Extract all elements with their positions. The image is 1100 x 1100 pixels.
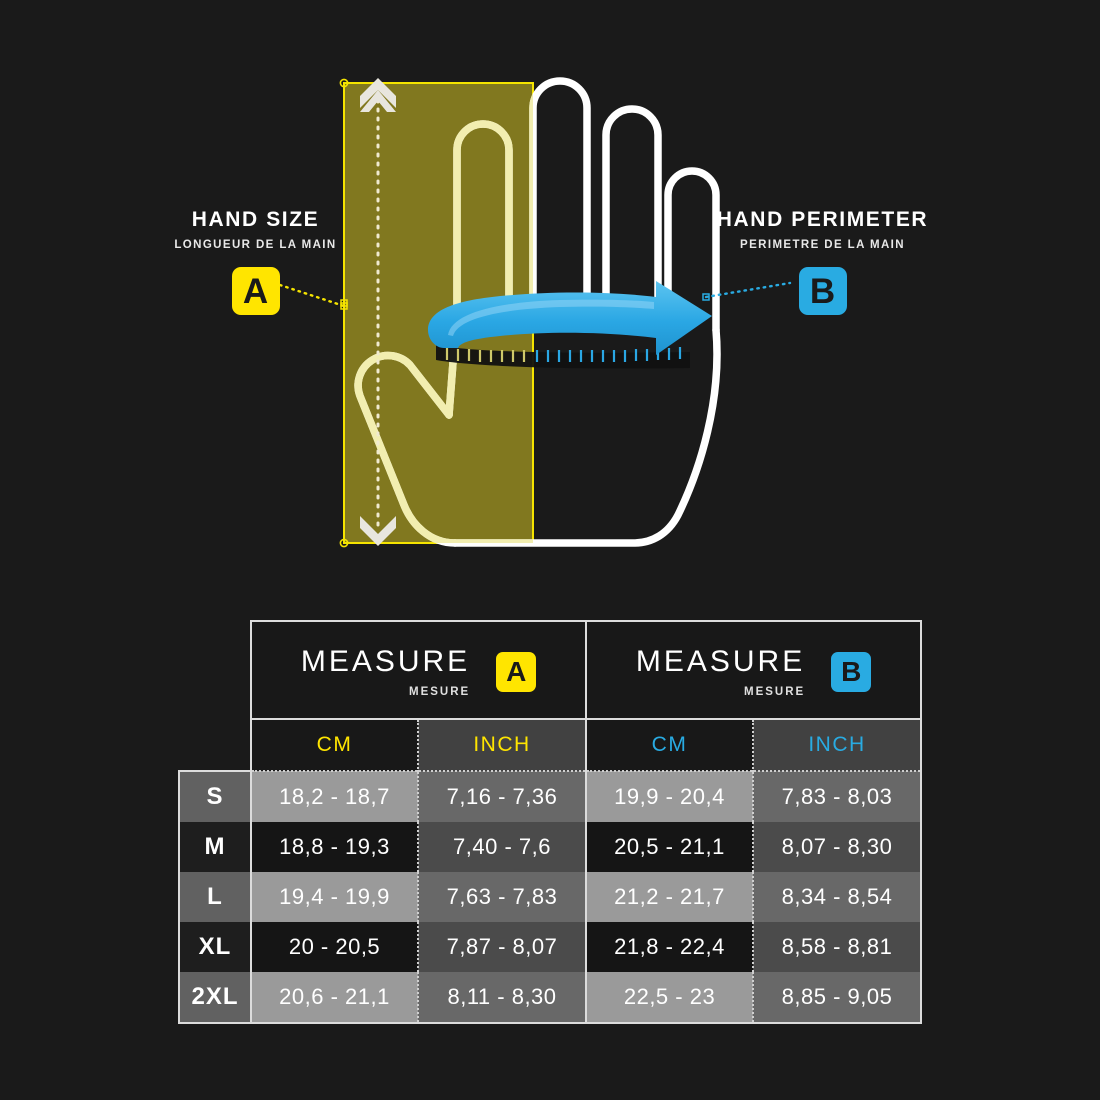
size-label: S bbox=[178, 770, 252, 822]
size-label: M bbox=[178, 822, 252, 872]
cell-b-cm: 22,5 - 23 bbox=[586, 972, 754, 1024]
unit-header-a-inch: INCH bbox=[416, 719, 588, 771]
measure-b-subtitle: MESURE bbox=[744, 685, 806, 698]
cell-b-inch: 8,07 - 8,30 bbox=[752, 822, 923, 872]
perimeter-arrow-icon bbox=[428, 281, 712, 355]
measure-arrow-up-icon bbox=[360, 90, 396, 112]
cell-a-inch: 7,63 - 7,83 bbox=[416, 872, 588, 922]
size-chart-table-wrapper: MEASURE MESURE A MEASURE MESURE B bbox=[178, 620, 923, 1024]
hand-diagram-svg bbox=[278, 77, 792, 548]
cell-a-inch: 7,40 - 7,6 bbox=[416, 822, 588, 872]
measure-group-a-header: MEASURE MESURE A bbox=[249, 620, 588, 720]
cell-b-inch: 8,34 - 8,54 bbox=[752, 872, 923, 922]
cell-b-inch: 8,85 - 9,05 bbox=[752, 972, 923, 1024]
cell-a-cm: 18,2 - 18,7 bbox=[250, 770, 418, 822]
table-row: L 19,4 - 19,9 7,63 - 7,83 21,2 - 21,7 8,… bbox=[178, 872, 923, 922]
cell-a-cm: 18,8 - 19,3 bbox=[250, 822, 418, 872]
unit-header-a-cm: CM bbox=[250, 719, 418, 771]
hand-perimeter-arrow bbox=[428, 281, 712, 369]
cell-a-inch: 7,87 - 8,07 bbox=[416, 922, 588, 972]
hand-size-measure-line bbox=[360, 78, 396, 546]
cell-a-inch: 7,16 - 7,36 bbox=[416, 770, 588, 822]
callout-a-subtitle: LONGUEUR DE LA MAIN bbox=[174, 239, 337, 251]
badge-b: B bbox=[798, 267, 847, 315]
leader-line-b bbox=[702, 281, 792, 301]
cell-b-cm: 19,9 - 20,4 bbox=[586, 770, 754, 822]
cell-a-cm: 20,6 - 21,1 bbox=[250, 972, 418, 1024]
cell-a-cm: 20 - 20,5 bbox=[250, 922, 418, 972]
handle-top-left bbox=[339, 78, 349, 88]
table-row: S 18,2 - 18,7 7,16 - 7,36 19,9 - 20,4 7,… bbox=[178, 770, 923, 822]
unit-header-row: CM INCH CM INCH bbox=[179, 719, 923, 771]
corner-spacer bbox=[179, 621, 251, 719]
callout-a-title: HAND SIZE bbox=[191, 208, 320, 231]
measure-a-title: MEASURE bbox=[300, 644, 471, 678]
size-label: 2XL bbox=[178, 972, 252, 1024]
cell-b-cm: 21,8 - 22,4 bbox=[586, 922, 754, 972]
cell-b-cm: 20,5 - 21,1 bbox=[586, 822, 754, 872]
size-label: XL bbox=[178, 922, 252, 972]
measure-b-title: MEASURE bbox=[635, 644, 806, 678]
perimeter-hatch-ticks bbox=[445, 347, 682, 362]
handle-bottom-left bbox=[339, 538, 349, 548]
cell-a-cm: 19,4 - 19,9 bbox=[250, 872, 418, 922]
badge-a: A bbox=[231, 267, 280, 315]
size-chart-table: MEASURE MESURE A MEASURE MESURE B bbox=[178, 620, 923, 1024]
callout-b-title: HAND PERIMETER bbox=[716, 208, 929, 231]
unit-header-b-cm: CM bbox=[586, 719, 754, 771]
cell-b-cm: 21,2 - 21,7 bbox=[586, 872, 754, 922]
callout-hand-perimeter: HAND PERIMETER PERIMETRE DE LA MAIN B bbox=[700, 208, 945, 315]
table-row: M 18,8 - 19,3 7,40 - 7,6 20,5 - 21,1 8,0… bbox=[178, 822, 923, 872]
table-badge-a: A bbox=[496, 652, 537, 692]
callout-b-subtitle: PERIMETRE DE LA MAIN bbox=[740, 239, 905, 251]
measure-arrow-down-icon bbox=[360, 516, 396, 546]
measure-a-subtitle: MESURE bbox=[408, 685, 471, 698]
measure-arrow-up-icon-2 bbox=[360, 78, 396, 108]
cell-b-inch: 7,83 - 8,03 bbox=[752, 770, 923, 822]
table-badge-b: B bbox=[831, 652, 872, 692]
callout-hand-size: HAND SIZE LONGUEUR DE LA MAIN A bbox=[148, 208, 363, 315]
table-row: 2XL 20,6 - 21,1 8,11 - 8,30 22,5 - 23 8,… bbox=[178, 972, 923, 1024]
measure-header-row: MEASURE MESURE A MEASURE MESURE B bbox=[179, 620, 923, 720]
table-row: XL 20 - 20,5 7,87 - 8,07 21,8 - 22,4 8,5… bbox=[178, 922, 923, 972]
cell-a-inch: 8,11 - 8,30 bbox=[416, 972, 588, 1024]
hand-measurement-diagram bbox=[278, 77, 792, 548]
cell-b-inch: 8,58 - 8,81 bbox=[752, 922, 923, 972]
measure-group-b-header: MEASURE MESURE B bbox=[585, 620, 923, 720]
unit-header-b-inch: INCH bbox=[752, 719, 923, 771]
unit-row-spacer bbox=[179, 719, 251, 771]
size-label: L bbox=[178, 872, 252, 922]
leader-line-a bbox=[278, 283, 348, 310]
